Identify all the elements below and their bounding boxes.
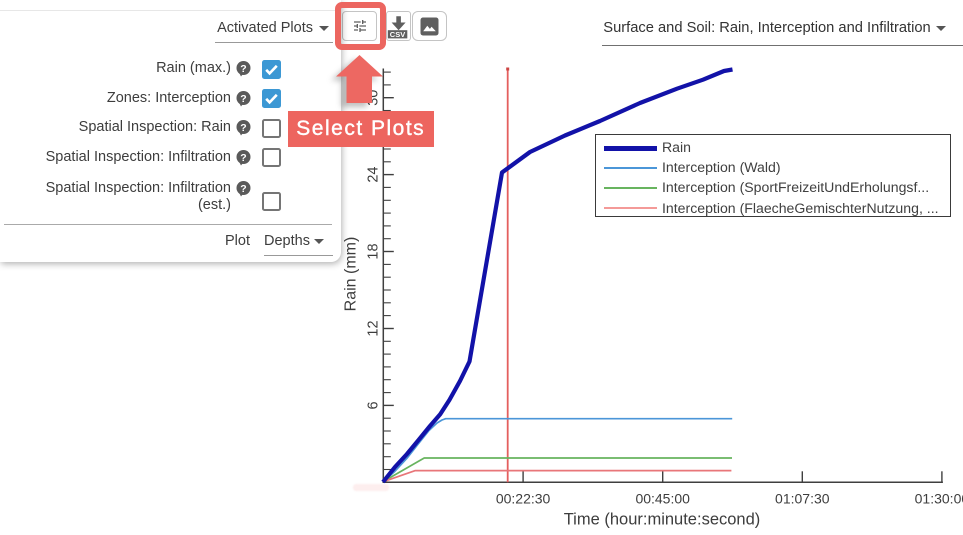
svg-text:6: 6 (366, 401, 382, 409)
svg-text:?: ? (240, 63, 246, 75)
svg-text:Time (hour:minute:second): Time (hour:minute:second) (564, 511, 761, 529)
svg-text:?: ? (240, 122, 246, 134)
svg-text:?: ? (240, 151, 246, 163)
svg-text:CSV: CSV (390, 30, 405, 39)
svg-text:Rain (mm): Rain (mm) (343, 237, 360, 312)
svg-text:24: 24 (366, 167, 382, 183)
svg-text:00:45:00: 00:45:00 (635, 491, 690, 507)
svg-text:?: ? (240, 92, 246, 104)
svg-text:01:30:00: 01:30:00 (915, 491, 963, 507)
svg-text:?: ? (240, 182, 246, 194)
svg-text:12: 12 (366, 320, 382, 336)
svg-text:01:07:30: 01:07:30 (775, 491, 830, 507)
svg-text:00:22:30: 00:22:30 (496, 491, 551, 507)
svg-text:18: 18 (366, 243, 382, 259)
